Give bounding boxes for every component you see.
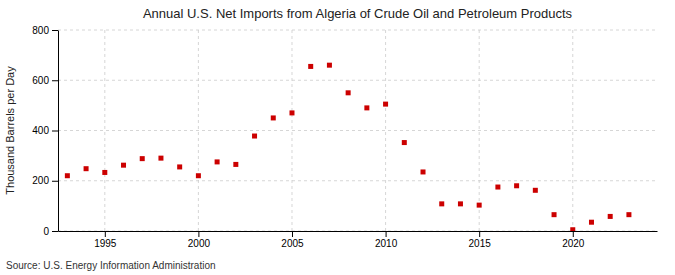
x-tick-mark [105, 231, 106, 237]
grid-line-x [104, 30, 105, 231]
x-tick-mark [573, 231, 574, 237]
grid-line-y [58, 231, 657, 232]
point [196, 173, 201, 178]
point [383, 102, 388, 107]
point [121, 163, 126, 168]
point [252, 134, 257, 139]
y-tick-mark [52, 30, 58, 31]
y-tick-label: 0 [43, 226, 49, 237]
y-tick-mark [52, 80, 58, 81]
x-tick-label: 2020 [562, 238, 585, 249]
x-tick-label: 2005 [281, 238, 304, 249]
y-tick: 0 [43, 226, 58, 237]
y-tick-mark [52, 231, 58, 232]
point [570, 227, 575, 231]
grid [58, 30, 657, 231]
point [65, 173, 70, 178]
y-tick: 800 [32, 25, 58, 36]
point [439, 201, 444, 206]
point [327, 63, 332, 68]
point [289, 110, 294, 115]
grid-line-y [58, 130, 657, 131]
chart-svg: 1995 2000 2005 2010 2015 2020 0 200 400 600 800 Ann… [0, 0, 675, 275]
point [533, 188, 538, 193]
point [495, 185, 500, 190]
x-tick-mark [198, 231, 199, 237]
y-tick: 400 [32, 125, 58, 136]
point [84, 166, 89, 171]
title: Annual U.S. Net Imports from Algeria of … [143, 6, 573, 21]
x-tick-label: 2000 [188, 238, 211, 249]
x-tick: 1995 [94, 231, 117, 249]
y-tick-label: 400 [32, 125, 49, 136]
x-tick: 2010 [375, 231, 398, 249]
y-tick-mark [52, 131, 58, 132]
point [308, 64, 313, 69]
x-tick: 2005 [281, 231, 304, 249]
point [589, 220, 594, 225]
x-tick-label: 1995 [94, 238, 117, 249]
point [364, 105, 369, 110]
point [608, 214, 613, 219]
point [402, 140, 407, 145]
point [477, 203, 482, 208]
point [346, 90, 351, 95]
y-tick: 600 [32, 75, 58, 86]
chart-container: 1995 2000 2005 2010 2015 2020 0 200 400 600 800 Ann… [0, 0, 675, 275]
point [233, 162, 238, 167]
grid-line-x [385, 30, 386, 231]
x-tick: 2000 [188, 231, 211, 249]
y-axis-line [58, 31, 59, 232]
point [458, 201, 463, 206]
point [626, 212, 631, 217]
y-tick-label: 600 [32, 75, 49, 86]
grid-line-y [58, 30, 657, 31]
x-tick: 2020 [562, 231, 585, 249]
x-axis-line [59, 231, 658, 232]
points [65, 63, 632, 231]
point [140, 156, 145, 161]
y-tick-mark [52, 181, 58, 182]
grid-line-y [58, 80, 657, 81]
y-tick: 200 [32, 175, 58, 186]
grid-line-x [572, 30, 573, 231]
grid-line-y [58, 180, 657, 181]
y-axis: 0 200 400 600 800 [32, 25, 58, 237]
point [102, 170, 107, 175]
point [215, 159, 220, 164]
x-tick-mark [292, 231, 293, 237]
point [271, 115, 276, 120]
point [421, 169, 426, 174]
point [177, 164, 182, 169]
y-axis-title: Thousand Barrels per Day [4, 66, 16, 195]
point [158, 156, 163, 161]
plot-area: 1995 2000 2005 2010 2015 2020 0 200 400 600 800 [32, 25, 657, 249]
x-tick-mark [386, 231, 387, 237]
x-tick-label: 2015 [469, 238, 492, 249]
x-tick-mark [479, 231, 480, 237]
y-tick-label: 800 [32, 25, 49, 36]
x-tick-label: 2010 [375, 238, 398, 249]
x-tick: 2015 [469, 231, 492, 249]
source-note: Source: U.S. Energy Information Administ… [6, 260, 216, 271]
point [552, 212, 557, 217]
x-axis: 1995 2000 2005 2010 2015 2020 [59, 231, 658, 249]
y-tick-label: 200 [32, 175, 49, 186]
point [514, 183, 519, 188]
